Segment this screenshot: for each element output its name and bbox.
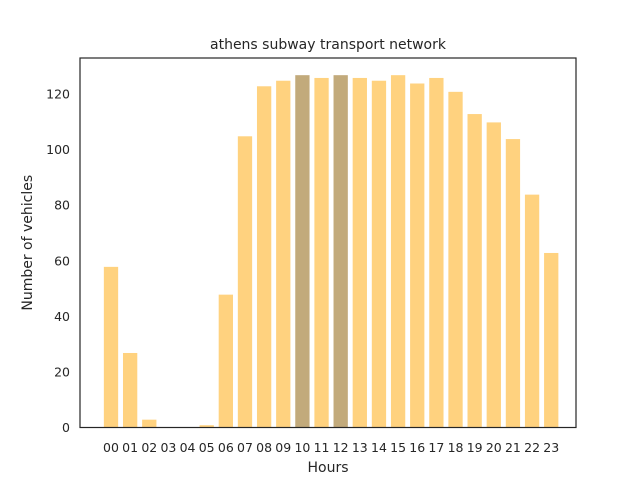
y-tick-label-60: 60 [54, 253, 70, 268]
x-tick-label-14: 14 [371, 440, 387, 455]
x-tick-label-16: 16 [409, 440, 425, 455]
y-tick-label-0: 0 [62, 420, 70, 435]
x-axis-label: Hours [307, 460, 348, 476]
x-tick-label-11: 11 [314, 440, 330, 455]
bar-14 [370, 79, 388, 428]
x-tick-label-10: 10 [294, 440, 310, 455]
bar-01 [121, 351, 139, 428]
y-tick-label-20: 20 [54, 364, 70, 379]
y-tick-label-120: 120 [46, 87, 70, 102]
x-tick-label-17: 17 [428, 440, 444, 455]
x-tick-label-15: 15 [390, 440, 406, 455]
plot-frame [79, 57, 577, 429]
x-tick-label-08: 08 [256, 440, 272, 455]
x-tick-label-13: 13 [352, 440, 368, 455]
chart-title: athens subway transport network [210, 37, 447, 53]
bar-21 [504, 138, 522, 428]
bar-20 [485, 121, 502, 429]
x-tick-label-12: 12 [333, 440, 349, 455]
x-tick-label-21: 21 [505, 440, 521, 455]
x-tick-label-18: 18 [448, 440, 464, 455]
x-tick-label-05: 05 [199, 440, 215, 455]
x-tick-label-04: 04 [180, 440, 196, 455]
x-tick-label-09: 09 [275, 440, 291, 455]
bars [102, 74, 560, 429]
x-tick-label-20: 20 [486, 440, 502, 455]
x-tick-label-02: 02 [141, 440, 157, 455]
x-tick-label-06: 06 [218, 440, 234, 455]
bar-08 [255, 85, 273, 428]
y-axis-label: Number of vehicles [20, 175, 36, 311]
bar-19 [466, 113, 483, 428]
bar-12 [332, 74, 349, 428]
bar-02 [141, 418, 158, 429]
bar-15 [389, 74, 407, 428]
x-tick-label-07: 07 [237, 440, 253, 455]
x-tick-labels: 00 01 02 03 04 05 06 07 08 09 10 11 12 13 14 15 16 17 18 19… [103, 440, 559, 455]
bar-23 [543, 251, 560, 428]
bar-13 [351, 76, 368, 428]
bar-11 [313, 76, 330, 428]
bar-22 [523, 193, 541, 428]
bar-10 [294, 74, 311, 428]
x-tick-label-00: 00 [103, 440, 119, 455]
x-tick-label-19: 19 [467, 440, 483, 455]
bar-17 [428, 76, 445, 428]
bar-06 [217, 293, 234, 428]
x-tick-label-03: 03 [160, 440, 176, 455]
bar-07 [236, 135, 254, 428]
x-tick-label-23: 23 [543, 440, 559, 455]
bar-09 [275, 79, 292, 428]
bar-16 [409, 82, 426, 428]
y-tick-label-80: 80 [54, 198, 70, 213]
y-tick-labels: 0 20 40 60 80 100 120 [46, 87, 70, 435]
bar-00 [102, 265, 120, 428]
x-tick-label-22: 22 [524, 440, 540, 455]
y-tick-label-40: 40 [54, 309, 70, 324]
x-tick-label-01: 01 [122, 440, 138, 455]
y-tick-label-100: 100 [46, 142, 70, 157]
bar-18 [447, 90, 464, 428]
